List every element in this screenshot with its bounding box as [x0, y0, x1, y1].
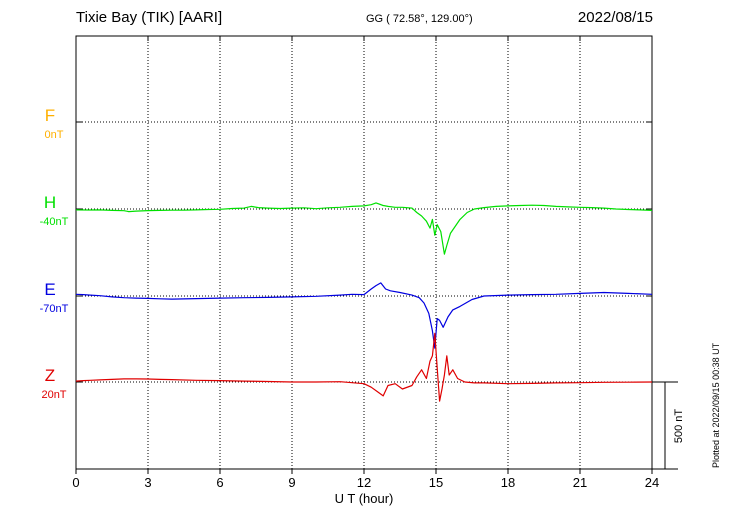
trace-H — [75, 202, 653, 255]
x-axis: 0 3 6 9 12 15 18 21 24 — [72, 36, 659, 490]
x-tick-label: 3 — [144, 475, 151, 490]
x-tick-label: 21 — [573, 475, 587, 490]
geographic-coords: GG ( 72.58°, 129.00°) — [366, 13, 473, 25]
station-title: Tixie Bay (TIK) [AARI] — [76, 9, 223, 26]
channel-labels: F 0nT H -40nT E -70nT Z 20nT — [40, 106, 69, 401]
x-tick-label: 0 — [72, 475, 79, 490]
x-tick-label: 15 — [429, 475, 443, 490]
trace-Z — [75, 332, 653, 402]
grid-lines — [76, 36, 652, 469]
x-tick-label: 12 — [357, 475, 371, 490]
data-traces — [75, 202, 653, 402]
channel-offset-E: -70nT — [40, 303, 69, 315]
x-tick-label: 6 — [216, 475, 223, 490]
x-axis-label: U T (hour) — [335, 491, 394, 506]
x-tick-label: 9 — [288, 475, 295, 490]
channel-letter-F: F — [45, 106, 55, 125]
trace-E — [75, 282, 653, 349]
x-tick-label: 24 — [645, 475, 659, 490]
scale-bar: 500 nT — [652, 381, 685, 470]
plotted-timestamp: Plotted at 2022/09/15 00:38 UT — [711, 342, 721, 468]
channel-offset-F: 0nT — [45, 129, 64, 141]
channel-offset-Z: 20nT — [41, 389, 66, 401]
channel-offset-H: -40nT — [40, 216, 69, 228]
channel-letter-Z: Z — [45, 366, 55, 385]
x-tick-label: 18 — [501, 475, 515, 490]
channel-letter-E: E — [44, 280, 55, 299]
plot-date: 2022/08/15 — [577, 9, 653, 26]
channel-letter-H: H — [44, 193, 56, 212]
scale-bar-label: 500 nT — [673, 409, 685, 444]
